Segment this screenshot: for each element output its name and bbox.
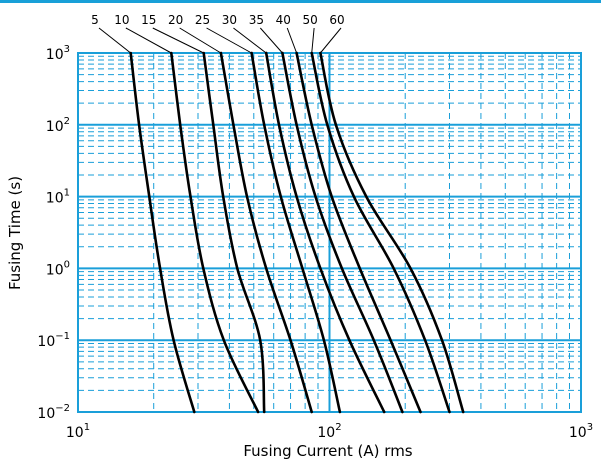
y-axis-label: Fusing Time (s) [6,176,24,290]
x-tick-label: 102 [317,422,341,441]
y-tick-label: 103 [46,44,70,63]
curve-10 [170,51,260,414]
curves [129,51,465,414]
series-label-25: 25 [195,13,210,27]
leader-line-10 [125,27,172,54]
series-label-50: 50 [302,13,317,27]
curve-15 [202,51,266,414]
series-label-5: 5 [91,13,99,27]
series-label-35: 35 [249,13,264,27]
x-tick-label: 101 [66,422,90,441]
curve-5 [129,51,196,414]
leader-line-50 [311,27,315,54]
leader-line-25 [206,27,252,54]
curve-25 [250,51,342,414]
y-tick-label: 101 [46,188,70,207]
curve-40 [295,51,422,414]
curve-20 [219,51,313,414]
leader-line-40 [286,27,298,54]
curve-50 [310,51,451,414]
x-tick-label: 103 [569,422,593,441]
series-label-15: 15 [141,13,156,27]
y-tick-label: 100 [46,259,70,278]
x-tick-labels: 101 102 103 [66,422,593,441]
leader-line-30 [233,27,267,54]
leader-line-20 [179,27,222,54]
series-label-40: 40 [276,13,291,27]
curve-60 [319,51,465,414]
series-label-30: 30 [222,13,237,27]
series-label-60: 60 [329,13,344,27]
series-label-10: 10 [114,13,129,27]
y-tick-labels: 103 102 101 100 10−1 10−2 [37,44,70,422]
y-tick-label: 10−1 [37,331,70,350]
y-tick-label: 10−2 [37,403,70,422]
series-labels: 5 10 15 20 25 30 35 40 50 60 [91,13,345,54]
series-label-20: 20 [168,13,183,27]
curve-30 [264,51,386,414]
leader-line-60 [320,27,342,54]
top-accent-bar [0,0,601,3]
leader-line-15 [152,27,204,54]
leader-line-5 [98,27,132,54]
y-tick-label: 102 [46,116,70,135]
plot-frame [77,52,582,413]
curve-35 [281,51,404,414]
leader-line-35 [259,27,283,54]
x-axis-label: Fusing Current (A) rms [243,442,412,460]
